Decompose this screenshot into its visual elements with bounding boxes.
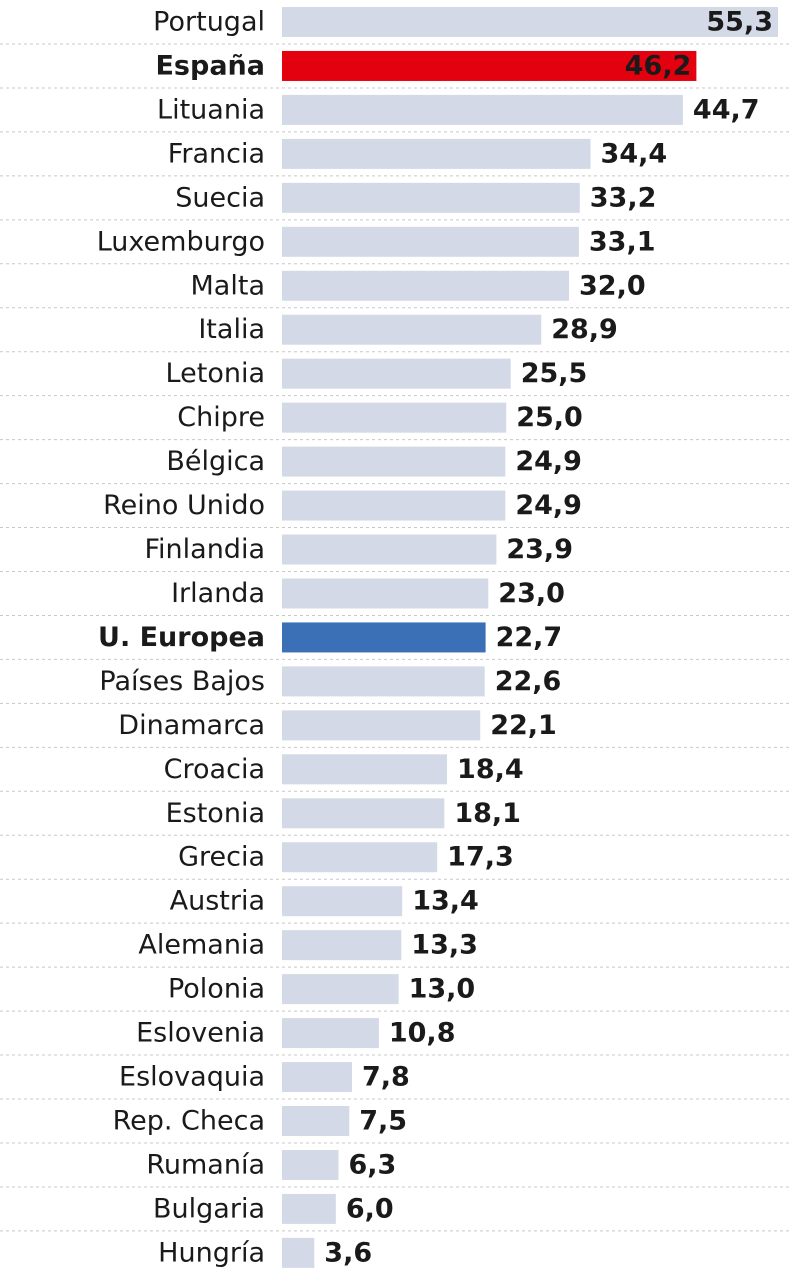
bar [282,1193,336,1224]
category-label: Rep. Checa [113,1106,265,1137]
bar [282,930,402,961]
value-label: 32,0 [579,270,646,301]
bar [282,1149,339,1180]
category-label: Letonia [166,358,265,389]
category-label: Lituania [157,94,265,125]
value-label: 6,3 [349,1149,397,1180]
category-label: Austria [170,886,265,917]
value-label: 7,5 [359,1106,407,1137]
value-label: 25,0 [516,402,583,433]
category-label: Dinamarca [118,710,265,741]
category-label: Luxemburgo [97,226,265,257]
value-label: 13,0 [409,974,476,1005]
value-label: 17,3 [447,842,514,873]
value-label: 33,1 [589,226,656,257]
category-label: Suecia [175,182,265,213]
value-label: 23,0 [498,578,565,609]
value-label: 55,3 [706,7,773,38]
bar [282,358,511,389]
value-label: 22,1 [490,710,557,741]
value-label: 34,4 [601,138,668,169]
bar [282,314,542,345]
category-label: Finlandia [144,534,265,565]
category-label: Malta [191,270,265,301]
bar [282,798,445,829]
bar [282,402,507,433]
category-label: Italia [198,314,265,345]
value-label: 13,3 [411,930,478,961]
value-label: 22,7 [496,622,563,653]
category-label: Polonia [168,974,265,1005]
bar [282,182,580,213]
bar [282,754,448,785]
bar [282,270,570,301]
value-label: 28,9 [551,314,618,345]
value-label: 3,6 [324,1237,372,1268]
category-label: Grecia [178,842,265,873]
value-label: 6,0 [346,1193,394,1224]
value-label: 24,9 [515,446,582,477]
value-label: 25,5 [521,358,588,389]
value-label: 7,8 [362,1062,410,1093]
category-label: España [155,50,265,81]
bar [282,666,485,697]
bar [282,534,497,565]
bar [282,490,506,521]
bar [282,578,489,609]
category-label: Croacia [164,754,265,785]
category-label: Hungría [158,1237,265,1268]
category-label: Estonia [166,798,265,829]
bar [282,886,403,917]
value-label: 13,4 [412,886,479,917]
category-label: Rumanía [146,1149,265,1180]
value-label: 33,2 [590,182,657,213]
bar [282,138,591,169]
bar [282,446,506,477]
value-label: 24,9 [515,490,582,521]
bar [282,50,697,81]
bar [282,974,399,1005]
value-label: 18,4 [457,754,524,785]
category-label: Eslovenia [136,1018,265,1049]
category-label: U. Europea [98,622,265,653]
category-label: Alemania [138,930,265,961]
category-label: Irlanda [171,578,265,609]
category-label: Bélgica [166,446,265,477]
bar [282,1237,315,1268]
bar [282,94,683,125]
category-label: Chipre [177,402,265,433]
category-label: Eslovaquia [119,1062,265,1093]
bar [282,1106,350,1136]
value-label: 44,7 [693,94,760,125]
category-label: Francia [168,138,265,169]
value-label: 23,9 [506,534,573,565]
category-label: Países Bajos [99,666,265,697]
bar [282,842,438,873]
value-label: 46,2 [625,50,692,81]
bar [282,622,486,653]
bar [282,7,778,37]
bar [282,1018,379,1049]
category-label: Reino Unido [103,490,265,521]
value-label: 18,1 [454,798,521,829]
category-label: Bulgaria [153,1193,265,1224]
bar [282,1062,352,1093]
bar [282,710,481,741]
category-label: Portugal [153,7,265,38]
value-label: 10,8 [389,1018,456,1049]
value-label: 22,6 [495,666,562,697]
bar [282,226,579,257]
